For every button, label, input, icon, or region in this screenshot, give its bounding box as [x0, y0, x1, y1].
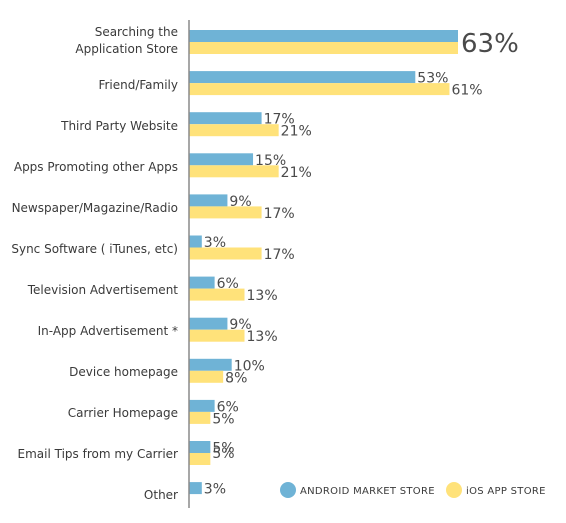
bar-ios: [189, 83, 450, 96]
value-label-ios: 21%: [281, 124, 312, 140]
value-label-ios: 8%: [225, 370, 247, 386]
value-label-android: 3%: [204, 235, 226, 251]
value-label-android: 6%: [217, 399, 239, 415]
bar-ios: [189, 206, 262, 219]
legend-swatch: [280, 482, 296, 498]
bar-android: [189, 71, 416, 84]
value-label-android: 5%: [212, 441, 234, 457]
bar-android: [189, 112, 262, 125]
bar-ios: [189, 329, 245, 342]
value-label-android: 9%: [229, 194, 251, 210]
bar-ios: [189, 411, 211, 424]
value-label-android: 6%: [217, 276, 239, 292]
value-label-android: 10%: [234, 358, 265, 374]
value-label-ios: 13%: [247, 329, 278, 345]
bar-android: [189, 441, 211, 453]
bar-android: [189, 358, 232, 371]
legend: ANDROID MARKET STORE iOS APP STORE: [280, 482, 546, 498]
bar-android: [189, 30, 458, 42]
legend-label: iOS APP STORE: [466, 486, 546, 497]
bar-android: [189, 194, 228, 207]
category-label: Device homepage: [69, 365, 178, 379]
value-label-ios: 5%: [212, 411, 234, 427]
category-label: Friend/Family: [98, 78, 178, 92]
category-label: Carrier Homepage: [68, 406, 178, 420]
category-label: Other: [144, 488, 178, 502]
value-label-android: 17%: [264, 112, 295, 128]
bar-ios: [189, 453, 211, 465]
value-label-android: 3%: [204, 482, 226, 498]
value-label-ios: 17%: [264, 247, 295, 263]
category-label: Sync Software ( iTunes, etc): [11, 242, 178, 256]
category-label: In-App Advertisement *: [38, 324, 178, 338]
bar-ios: [189, 42, 458, 54]
category-label: Searching the Application Store: [75, 25, 178, 56]
bar-android: [189, 235, 202, 248]
value-label-ios: 61%: [451, 83, 482, 99]
value-label-android: 15%: [255, 153, 286, 169]
bar-ios: [189, 370, 224, 383]
bar-ios: [189, 124, 279, 137]
legend-label: ANDROID MARKET STORE: [300, 486, 435, 497]
bar-ios: [189, 247, 262, 260]
category-label: Third Party Website: [60, 119, 178, 133]
bar-ios: [189, 288, 245, 301]
value-label-ios: 21%: [281, 165, 312, 181]
category-label: Email Tips from my Carrier: [18, 447, 179, 461]
bar-android: [189, 482, 202, 495]
value-label-android: 9%: [229, 317, 251, 333]
bar-android: [189, 276, 215, 289]
legend-swatch: [446, 482, 462, 498]
bar-ios: [189, 165, 279, 178]
category-label: Apps Promoting other Apps: [14, 160, 178, 174]
category-label: Television Advertisement: [27, 283, 179, 297]
value-label-combined: 63%: [461, 29, 519, 59]
bar-android: [189, 399, 215, 412]
value-label-ios: 17%: [264, 206, 295, 222]
labels-layer: Searching the Application Store 63% Friend/…: [11, 25, 518, 502]
value-label-android: 53%: [417, 71, 448, 87]
bar-android: [189, 153, 254, 166]
category-label: Newspaper/Magazine/Radio: [12, 201, 178, 215]
bar-android: [189, 317, 228, 330]
value-label-ios: 13%: [247, 288, 278, 304]
bars-layer: [189, 30, 458, 495]
value-label-combined: 5%: [212, 446, 234, 462]
